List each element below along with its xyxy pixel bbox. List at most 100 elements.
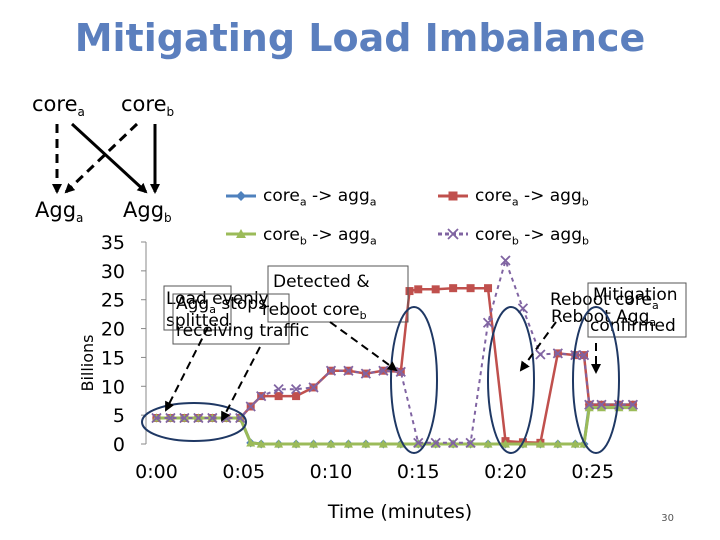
x-tick-label: 0:05 [222,461,265,483]
point [552,348,563,359]
point [193,412,204,424]
legend-label-0-sub2: a [369,195,377,209]
point [535,439,545,448]
point [207,412,218,424]
point [465,437,476,448]
highlight-ellipse-3 [487,306,535,454]
node-core-b-base: core [121,92,167,116]
point [326,439,336,448]
point [360,368,372,379]
annotation-mitigation: Mitigation confirmed [587,282,687,338]
point [290,384,302,395]
legend-label-1-sub2: b [581,195,589,209]
point [483,439,493,448]
series-line-2 [156,406,633,446]
point [535,349,546,360]
y-tick-label: 5 [113,405,125,427]
annotation-text-reboot-agg-a: Reboot Agga [551,307,656,329]
point [482,317,494,328]
pointer-arrow-3 [329,321,398,372]
node-core-a-base: core [32,92,78,116]
annotation-box-agg-a-stops [172,293,290,345]
point [449,284,458,293]
x-axis-label: Time (minutes) [327,501,472,523]
point [236,191,246,201]
point [236,229,246,238]
legend-label-0-sub1: a [299,195,307,209]
node-core-a-sub: a [77,105,85,120]
annotation-text-mitigation-1: Mitigation [593,285,678,305]
annotation-reboot-agg-a: Reboot Agga [551,307,656,329]
annotation-text-reboot-core-a: Reboot corea [550,290,659,312]
point [246,438,256,447]
x-tick-label: 0:00 [135,461,178,483]
legend-label-3-sub2: b [582,234,589,248]
legend-label-1: corea -> aggb [475,186,589,208]
node-core-b-sub: b [166,105,175,120]
y-tick-label: 0 [113,434,125,456]
highlight-ellipse-1 [141,402,247,442]
legend-label-3-arrow: -> agg [518,225,582,245]
legend-marker-0 [226,191,256,201]
point [245,401,256,412]
point [308,382,319,393]
node-agg-a-sub: a [76,211,84,226]
arrow-core-a-agg-b [70,122,148,194]
node-agg-a: Agga [35,198,83,225]
legend-label-2: coreb -> agga [263,225,377,247]
point [500,439,510,448]
node-agg-b: Aggb [123,198,172,225]
y-tick-label: 25 [101,290,125,312]
legend-label-3-sub1: b [511,234,519,248]
legend-label-0-base: core [263,186,300,206]
slide-number: 30 [661,513,674,524]
legend-label-2-sub1: b [299,234,307,248]
point [414,285,423,294]
legend-label-2-sub2: a [370,234,377,248]
legend-label-2-arrow: -> agg [306,225,370,245]
annotation-text-load-evenly-2: splitted [166,311,230,331]
y-tick-label: 15 [101,347,125,369]
point [361,439,371,448]
point [596,399,607,410]
node-core-a: corea [32,92,85,119]
pointer-arrow-2 [221,346,261,422]
point [343,365,354,376]
legend-label-0-arrow: -> agg [306,186,370,206]
legend-label-1-arrow: -> agg [518,186,582,206]
y-tick-label: 35 [101,232,125,254]
point [343,439,353,448]
arrow-core-b-agg-a [64,122,139,194]
legend-label-1-base: core [475,186,512,206]
point [378,439,388,448]
annotation-text-agg-a-stops-2: receiving traffic [176,321,309,341]
x-tick-label: 0:10 [310,461,353,483]
point [448,191,458,201]
annotations: Load evenly splitted Agga stops receivin… [141,265,687,454]
legend-label-3-base: core [475,225,512,245]
legend-label-2-base: core [263,225,300,245]
node-agg-a-base: Agg [35,198,77,222]
point [273,384,284,395]
legend-marks [226,191,468,240]
annotation-agg-a-stops: Agga stops receiving traffic [172,293,309,345]
point [274,392,283,401]
point [179,412,190,424]
legend-label-3: coreb -> aggb [475,225,589,247]
legend-label-0: corea -> agga [263,186,377,208]
y-tick-label: 20 [101,319,125,341]
point [309,439,319,448]
x-tick-label: 0:25 [571,461,614,483]
x-tick-label: 0:20 [484,461,527,483]
point [584,403,594,412]
annotation-box-load-evenly [163,285,232,331]
y-tick-label: 30 [101,261,125,283]
legend-marker-1 [438,191,468,201]
point [596,403,606,412]
point [553,439,563,448]
point [466,284,475,293]
point [430,437,441,448]
axes: 0 5 10 15 20 25 30 35 0:00 0:05 0:10 0:15 0:20 0:25 Bi… [78,232,614,523]
point [570,439,580,448]
